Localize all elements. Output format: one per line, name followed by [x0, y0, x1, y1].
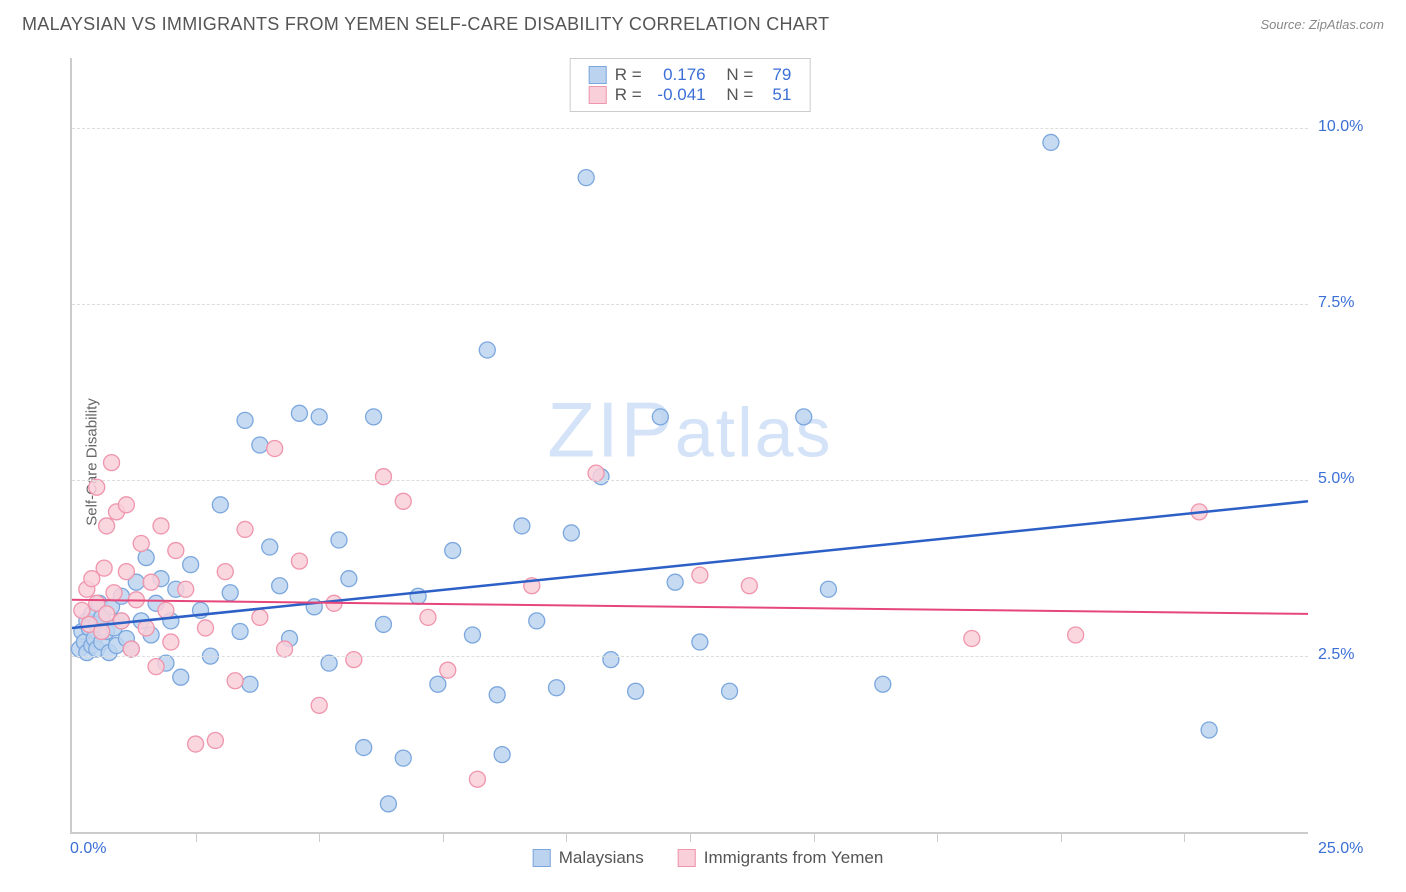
y-tick-label: 10.0%: [1318, 118, 1363, 136]
x-tick: [1184, 834, 1185, 842]
plot-svg: [72, 58, 1308, 832]
header: MALAYSIAN VS IMMIGRANTS FROM YEMEN SELF-…: [0, 0, 1406, 43]
y-tick-label: 7.5%: [1318, 294, 1354, 312]
y-tick-label: 5.0%: [1318, 470, 1354, 488]
x-tick: [814, 834, 815, 842]
legend-item-series-1: Immigrants from Yemen: [678, 848, 884, 868]
swatch-series-0: [533, 849, 551, 867]
source-prefix: Source:: [1260, 17, 1308, 32]
x-tick: [319, 834, 320, 842]
y-tick-label: 2.5%: [1318, 646, 1354, 664]
x-axis-min-label: 0.0%: [70, 840, 106, 858]
source-attribution: Source: ZipAtlas.com: [1260, 17, 1384, 32]
x-tick: [443, 834, 444, 842]
x-tick: [566, 834, 567, 842]
legend-label-0: Malaysians: [559, 848, 644, 868]
bottom-legend: Malaysians Immigrants from Yemen: [533, 848, 884, 868]
x-tick: [1061, 834, 1062, 842]
x-tick: [937, 834, 938, 842]
legend-label-1: Immigrants from Yemen: [704, 848, 884, 868]
plot-region: ZIPatlas R = 0.176 N = 79 R = -0.041 N =…: [70, 58, 1308, 834]
chart-title: MALAYSIAN VS IMMIGRANTS FROM YEMEN SELF-…: [22, 14, 829, 35]
x-tick: [196, 834, 197, 842]
legend-item-series-0: Malaysians: [533, 848, 644, 868]
source-name: ZipAtlas.com: [1309, 17, 1384, 32]
chart-area: Self-Care Disability ZIPatlas R = 0.176 …: [28, 50, 1388, 874]
swatch-series-1: [678, 849, 696, 867]
x-axis-max-label: 25.0%: [1318, 840, 1363, 858]
x-tick: [690, 834, 691, 842]
